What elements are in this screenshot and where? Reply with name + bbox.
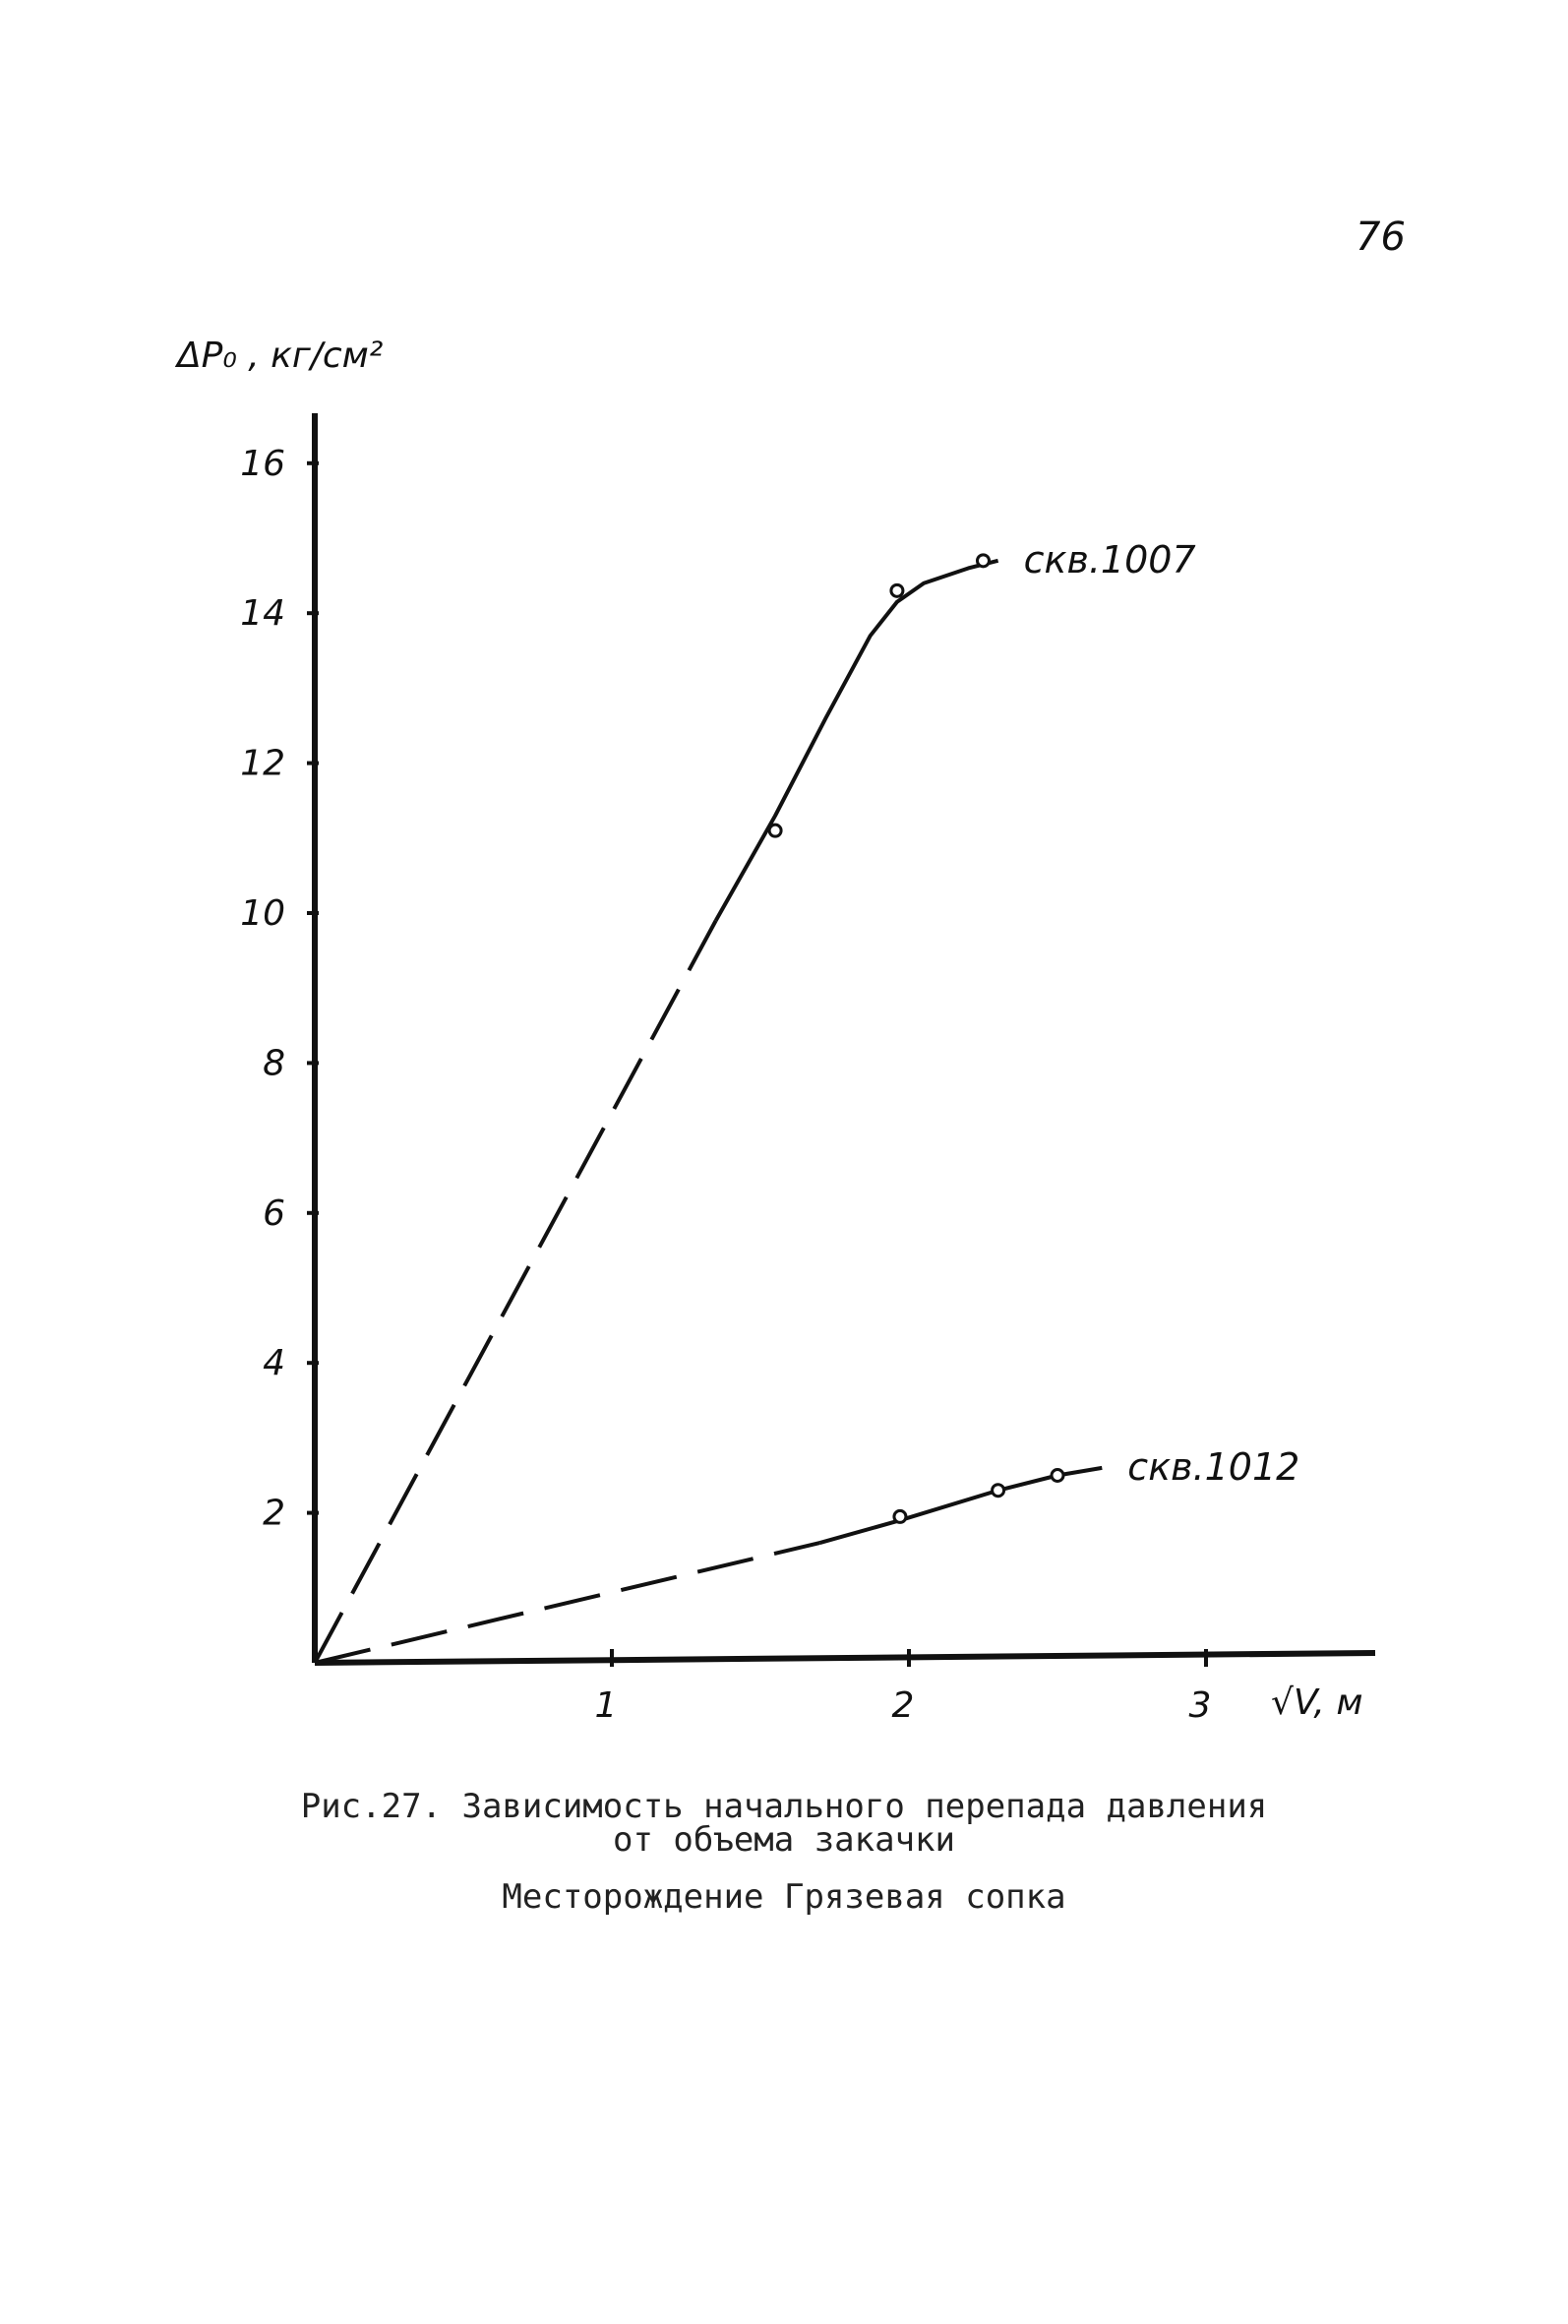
series-2-point-1 bbox=[892, 1508, 908, 1524]
y-ticks: 2 4 6 8 10 12 14 16 bbox=[240, 444, 319, 1534]
y-tick-label-8: 8 bbox=[263, 1043, 285, 1083]
series-2-point-3 bbox=[1050, 1468, 1065, 1483]
x-tick-label-3: 3 bbox=[1189, 1685, 1212, 1726]
series-1-label: скв.1007 bbox=[1024, 538, 1196, 581]
series-1-curve bbox=[713, 558, 999, 922]
series-layer: скв.1007 скв.1012 bbox=[313, 538, 1299, 1665]
y-tick-label-10: 10 bbox=[240, 893, 285, 934]
series-2-label: скв.1012 bbox=[1127, 1445, 1299, 1489]
x-tick-label-2: 2 bbox=[892, 1685, 915, 1726]
y-tick-label-2: 2 bbox=[263, 1494, 285, 1534]
caption-field: Месторождение Грязевая сопка bbox=[502, 1877, 1066, 1917]
series-2-point-2 bbox=[991, 1483, 1006, 1498]
x-ticks: 1 2 3 bbox=[595, 1649, 1212, 1726]
x-axis-line bbox=[314, 1650, 1376, 1666]
y-tick-label-6: 6 bbox=[263, 1193, 285, 1234]
axes bbox=[312, 413, 1376, 1666]
y-tick-label-14: 14 bbox=[240, 593, 285, 634]
page-number: 76 bbox=[1356, 214, 1406, 260]
series-2: скв.1012 bbox=[314, 1445, 1299, 1665]
y-axis-label: ΔP₀ , кг/см² bbox=[174, 336, 383, 376]
x-axis-label: √V, м bbox=[1271, 1682, 1362, 1723]
series-1-extrapolation bbox=[313, 919, 718, 1664]
x-tick-label-1: 1 bbox=[595, 1685, 618, 1726]
caption-line-1: Рис.27. Зависимость начального перепада … bbox=[300, 1787, 1268, 1826]
series-1-point-3 bbox=[976, 553, 991, 569]
y-tick-label-12: 12 bbox=[240, 744, 285, 784]
y-tick-label-4: 4 bbox=[263, 1343, 285, 1383]
series-1: скв.1007 bbox=[313, 538, 1196, 1664]
series-1-point-1 bbox=[767, 823, 783, 838]
series-2-extrapolation bbox=[314, 1541, 820, 1665]
series-1-point-2 bbox=[889, 582, 905, 598]
y-tick-label-16: 16 bbox=[240, 444, 285, 484]
caption-line-2: от объема закачки bbox=[613, 1820, 955, 1860]
